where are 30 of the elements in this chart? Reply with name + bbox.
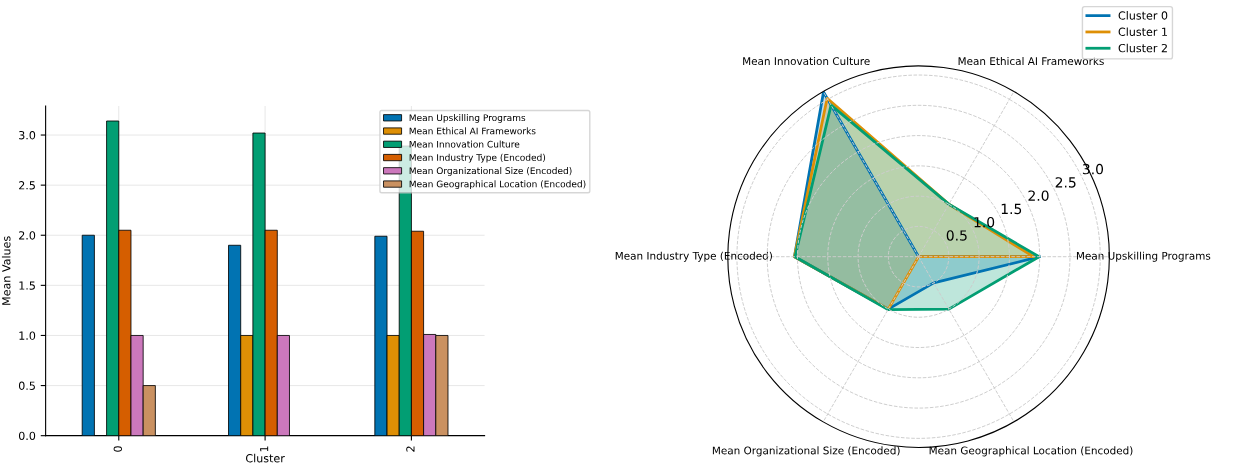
legend-label: Cluster 0 xyxy=(1118,11,1168,20)
spoke-label: Mean Innovation Culture xyxy=(743,56,870,66)
x-tick-label: 1 xyxy=(260,446,269,452)
legend-label: Cluster 2 xyxy=(1118,43,1167,53)
y-tick-label: 2.0 xyxy=(1028,190,1049,201)
spoke-label: Mean Ethical AI Frameworks xyxy=(958,56,1104,66)
spoke-label: Mean Organizational Size (Encoded) xyxy=(712,446,900,457)
y-tick-label: 2.0 xyxy=(19,231,36,240)
legend-label: Mean Upskilling Programs xyxy=(409,114,526,123)
y-tick-label: 1.0 xyxy=(19,331,36,340)
legend-label: Mean Ethical AI Frameworks xyxy=(409,127,536,135)
spoke-label: Mean Geographical Location (Encoded) xyxy=(929,446,1133,457)
x-tick-label: 2 xyxy=(406,446,415,452)
y-tick-label: 0.5 xyxy=(946,230,967,241)
legend-label: Mean Industry Type (Encoded) xyxy=(409,153,546,163)
legend-label: Mean Organizational Size (Encoded) xyxy=(409,167,572,176)
y-tick-label: 0.5 xyxy=(18,381,35,390)
y-tick-label: 2.5 xyxy=(1055,177,1076,188)
legend-label: Mean Innovation Culture xyxy=(409,140,520,148)
y-tick-label: 0.0 xyxy=(18,431,36,441)
x-tick-label: 0 xyxy=(113,446,122,452)
y-tick-label: 1.5 xyxy=(1001,203,1022,215)
legend-label: Mean Geographical Location (Encoded) xyxy=(409,180,586,190)
y-tick-label: 1.5 xyxy=(19,281,35,290)
y-axis-title: Mean Values xyxy=(1,236,11,305)
y-tick-label: 2.5 xyxy=(19,181,35,190)
bar xyxy=(81,234,95,436)
x-axis-title: Cluster xyxy=(246,453,285,463)
legend-label: Cluster 1 xyxy=(1118,27,1167,36)
y-tick-label: 3.0 xyxy=(19,131,36,140)
